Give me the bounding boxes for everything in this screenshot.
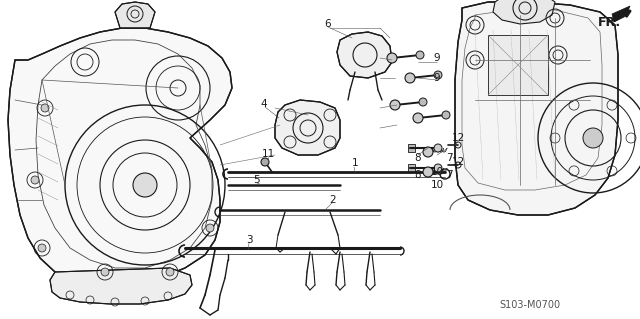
Circle shape — [387, 53, 397, 63]
Polygon shape — [408, 164, 415, 172]
Circle shape — [31, 176, 39, 184]
Text: 10: 10 — [431, 167, 444, 177]
Polygon shape — [612, 6, 630, 22]
Text: 8: 8 — [415, 153, 421, 163]
Circle shape — [423, 147, 433, 157]
Polygon shape — [337, 32, 392, 78]
Text: 9: 9 — [434, 73, 440, 83]
Polygon shape — [50, 268, 192, 304]
Text: 3: 3 — [246, 235, 252, 245]
Circle shape — [419, 98, 427, 106]
Circle shape — [101, 268, 109, 276]
Text: 5: 5 — [253, 175, 260, 185]
Circle shape — [583, 128, 603, 148]
Text: 7: 7 — [445, 170, 452, 180]
Text: 2: 2 — [330, 195, 336, 205]
Circle shape — [442, 111, 450, 119]
Circle shape — [133, 173, 157, 197]
Text: 10: 10 — [431, 180, 444, 190]
Circle shape — [416, 51, 424, 59]
Text: 1: 1 — [352, 158, 358, 168]
Text: S103-M0700: S103-M0700 — [499, 300, 561, 310]
Polygon shape — [8, 28, 232, 288]
Text: 4: 4 — [260, 99, 268, 109]
Circle shape — [405, 73, 415, 83]
Text: FR.: FR. — [598, 16, 621, 28]
Text: 11: 11 — [261, 149, 275, 159]
Circle shape — [434, 71, 442, 79]
Polygon shape — [488, 35, 548, 95]
Circle shape — [434, 144, 442, 152]
Text: 8: 8 — [415, 170, 421, 180]
Circle shape — [41, 104, 49, 112]
Circle shape — [166, 268, 174, 276]
Text: 12: 12 — [451, 157, 465, 167]
Polygon shape — [455, 2, 618, 215]
Text: 12: 12 — [451, 133, 465, 143]
Circle shape — [423, 167, 433, 177]
Circle shape — [38, 244, 46, 252]
Circle shape — [413, 113, 423, 123]
Circle shape — [261, 158, 269, 166]
Polygon shape — [408, 144, 415, 152]
Text: 6: 6 — [324, 19, 332, 29]
Polygon shape — [115, 2, 155, 28]
Polygon shape — [275, 100, 340, 155]
Text: 9: 9 — [434, 53, 440, 63]
Circle shape — [206, 224, 214, 232]
Circle shape — [390, 100, 400, 110]
Polygon shape — [493, 0, 555, 24]
Circle shape — [434, 164, 442, 172]
Text: 7: 7 — [445, 153, 452, 163]
